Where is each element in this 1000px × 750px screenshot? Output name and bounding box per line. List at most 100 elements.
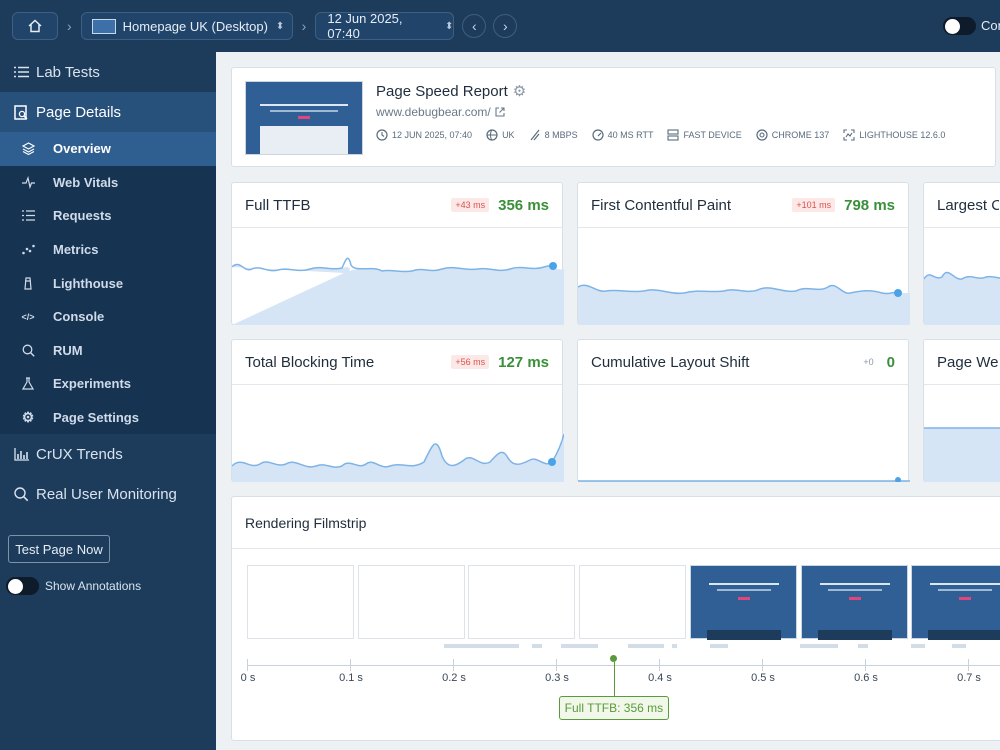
- metric-sparkline: [924, 271, 1000, 325]
- gear-icon[interactable]: ⚙: [512, 83, 527, 100]
- next-button[interactable]: ›: [493, 14, 518, 38]
- sidebar-item-label: Lab Tests: [36, 63, 100, 81]
- sidebar-item-label: CrUX Trends: [36, 445, 123, 463]
- frame-content: [928, 630, 1000, 640]
- sidebar-item-lab-tests[interactable]: Lab Tests: [0, 52, 216, 92]
- request-bar: [911, 644, 925, 648]
- main-content: Page Speed Report ⚙ www.debugbear.com/ 1…: [217, 52, 1000, 750]
- sidebar-item-label: Page Details: [36, 103, 122, 121]
- metric-title: Cumulative Layout Shift: [591, 353, 750, 371]
- sidebar-item-requests[interactable]: Requests: [0, 199, 216, 233]
- page-url[interactable]: www.debugbear.com/: [376, 105, 505, 119]
- compare-toggle[interactable]: [943, 17, 976, 35]
- request-bar: [710, 644, 728, 648]
- sidebar-item-real-user-monitoring[interactable]: Real User Monitoring: [0, 474, 216, 514]
- sidebar-item-lighthouse[interactable]: Lighthouse: [0, 266, 216, 300]
- sidebar-item-rum[interactable]: RUM: [0, 334, 216, 368]
- test-meta: 12 JUN 2025, 07:40 UK 8 MBPS 40 MS RTT F…: [376, 129, 959, 141]
- frame-content: [938, 589, 993, 591]
- home-button[interactable]: [12, 12, 58, 40]
- sidebar-subitem-label: Overview: [53, 141, 111, 157]
- request-bar: [628, 644, 664, 648]
- timeline-marker-label[interactable]: Full TTFB: 356 ms: [558, 696, 670, 720]
- request-bar: [561, 644, 598, 648]
- metric-card-largest-contentful-paint[interactable]: Largest C: [923, 182, 1000, 325]
- metric-title: Largest C: [937, 196, 999, 214]
- meta-time: 12 JUN 2025, 07:40: [376, 129, 472, 141]
- meta-lighthouse: LIGHTHOUSE 12.6.0: [843, 129, 945, 141]
- metric-value: 127 ms: [498, 353, 549, 371]
- metric-value: 0: [886, 353, 895, 371]
- sidebar-item-page-details[interactable]: Page Details: [0, 92, 216, 132]
- frame-content: [930, 583, 1000, 585]
- metric-card-header: Page Weig: [924, 340, 1000, 385]
- sidebar-item-web-vitals[interactable]: Web Vitals: [0, 166, 216, 200]
- list-icon: [20, 210, 36, 222]
- metric-card-header: Cumulative Layout Shift +0 0: [578, 340, 908, 385]
- sidebar-item-console[interactable]: </> Console: [0, 300, 216, 334]
- toggle-knob: [7, 578, 23, 594]
- date-select-label: 12 Jun 2025, 07:40: [327, 11, 403, 41]
- flask-icon: [20, 377, 36, 391]
- sidebar-item-metrics[interactable]: Metrics: [0, 233, 216, 267]
- page-url-text: www.debugbear.com/: [376, 105, 491, 119]
- page-thumbnail-icon: [91, 18, 116, 34]
- metric-card-header: Full TTFB +43 ms 356 ms: [232, 183, 562, 228]
- page-select[interactable]: Homepage UK (Desktop) ⬍: [80, 12, 293, 40]
- sidebar-subitem-label: Web Vitals: [53, 174, 119, 190]
- latest-point: [894, 289, 902, 297]
- request-bar: [672, 644, 677, 648]
- latest-point: [548, 458, 556, 466]
- metric-sparkline: [578, 284, 910, 325]
- metric-card-first-contentful-paint[interactable]: First Contentful Paint +101 ms 798 ms: [577, 182, 910, 325]
- timeline-tick-label: 0.5 s: [751, 672, 775, 684]
- page-title: Page Speed Report ⚙: [376, 82, 527, 101]
- frame-content: [737, 597, 750, 600]
- filmstrip-frame[interactable]: [579, 565, 687, 639]
- timeline-tick-label: 0 s: [240, 672, 256, 684]
- metric-card-cumulative-layout-shift[interactable]: Cumulative Layout Shift +0 0: [577, 339, 910, 482]
- sidebar-item-crux-trends[interactable]: CrUX Trends: [0, 434, 216, 474]
- metric-sparkline: [232, 433, 564, 482]
- sidebar-item-overview[interactable]: Overview: [0, 132, 216, 166]
- frame-content: [959, 597, 972, 600]
- thumbnail-content: [260, 104, 348, 106]
- filmstrip-frame[interactable]: [800, 565, 908, 640]
- meta-text: UK: [502, 130, 515, 140]
- timeline-tick: [659, 659, 660, 671]
- timeline-tick: [865, 659, 866, 671]
- thumbnail-content: [270, 110, 338, 112]
- date-select[interactable]: 12 Jun 2025, 07:40 ⬍: [315, 11, 455, 41]
- timeline-tick-label: 0.1 s: [339, 672, 363, 684]
- page-screenshot-thumbnail[interactable]: [245, 81, 363, 155]
- annotations-toggle[interactable]: [6, 577, 39, 595]
- frame-content: [716, 589, 771, 591]
- chevron-right-icon: ›: [503, 18, 508, 34]
- request-bar: [532, 644, 542, 648]
- lighthouse-icon: [843, 129, 855, 141]
- report-header-card: Page Speed Report ⚙ www.debugbear.com/ 1…: [231, 67, 996, 167]
- filmstrip-frame[interactable]: [468, 565, 576, 639]
- filmstrip-frame[interactable]: [689, 565, 797, 640]
- sidebar-item-page-settings[interactable]: ⚙ Page Settings: [0, 401, 216, 435]
- request-bar: [444, 644, 519, 648]
- globe-icon: [486, 129, 498, 141]
- metric-card-page-weight[interactable]: Page Weig: [923, 339, 1000, 482]
- meta-text: 40 MS RTT: [607, 130, 654, 140]
- lighthouse-icon: [20, 276, 36, 290]
- chevron-right-icon: ›: [301, 18, 307, 34]
- test-page-now-button[interactable]: Test Page Now: [8, 535, 110, 563]
- sidebar-item-experiments[interactable]: Experiments: [0, 367, 216, 401]
- sidebar-subitem-label: Console: [53, 309, 105, 325]
- list-icon: [12, 66, 30, 78]
- filmstrip-frame[interactable]: [247, 565, 354, 639]
- metric-sparkline: [578, 477, 910, 482]
- meta-rtt: 40 MS RTT: [591, 129, 654, 141]
- filmstrip-frame[interactable]: [357, 565, 465, 639]
- metric-card-full-ttfb[interactable]: Full TTFB +43 ms 356 ms: [231, 182, 564, 325]
- prev-button[interactable]: ‹: [462, 14, 487, 38]
- filmstrip-frame[interactable]: [911, 565, 1000, 640]
- meta-text: FAST DEVICE: [683, 130, 742, 140]
- frame-content: [708, 583, 779, 585]
- metric-card-total-blocking-time[interactable]: Total Blocking Time +56 ms 127 ms: [231, 339, 564, 482]
